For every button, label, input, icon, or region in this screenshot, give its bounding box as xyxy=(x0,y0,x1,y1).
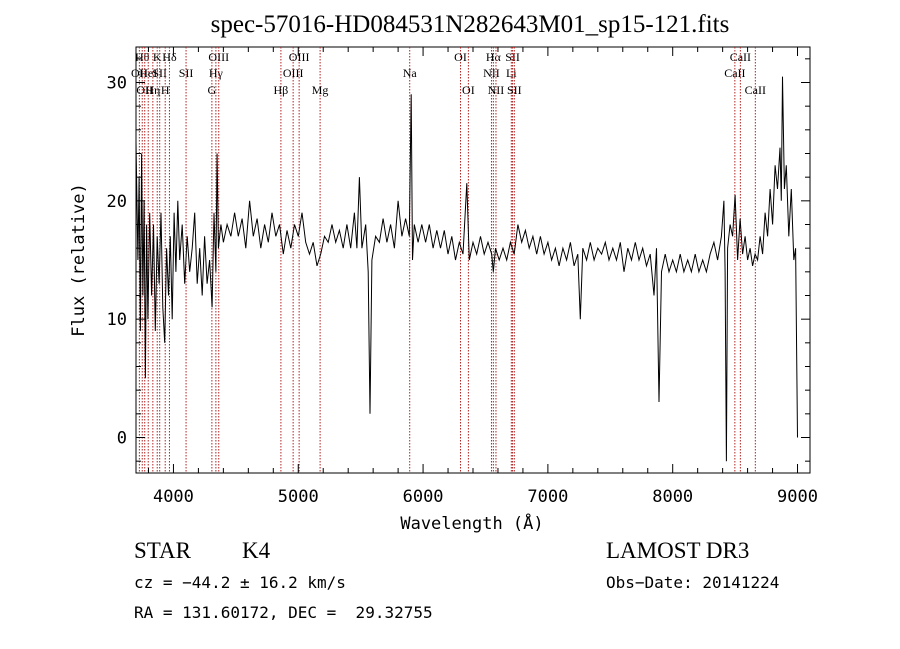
line-marker-label: OII xyxy=(136,83,153,97)
line-marker-label: Hθ xyxy=(135,50,150,64)
line-marker-label: OIII xyxy=(283,66,304,80)
x-axis-label: Wavelength (Å) xyxy=(400,512,543,534)
coordinates: RA = 131.60172, DEC = 29.32755 xyxy=(134,603,433,622)
survey-label: LAMOST DR3 xyxy=(606,538,750,563)
line-marker-label: Li xyxy=(506,66,517,80)
line-markers: HθOIIOIIHeIHηKSIIHHδSIIGHγOIIIHβOIIIOIII… xyxy=(131,47,766,473)
line-marker-label: CaII xyxy=(745,83,766,97)
line-marker-label: SII xyxy=(505,50,520,64)
line-marker-label: OI xyxy=(454,50,467,64)
line-marker-label: OIII xyxy=(208,50,229,64)
flux-series-line xyxy=(135,76,798,462)
line-marker-label: K xyxy=(153,50,162,64)
line-marker-label: G xyxy=(208,83,217,97)
line-marker-label: OIII xyxy=(289,50,310,64)
line-marker-label: Hγ xyxy=(209,66,224,80)
line-marker-label: OI xyxy=(462,83,475,97)
y-tick-label: 30 xyxy=(107,74,127,94)
chart-title: spec-57016-HD084531N282643M01_sp15-121.f… xyxy=(211,11,730,38)
line-marker-label: CaII xyxy=(730,50,751,64)
x-tick-label: 9000 xyxy=(777,487,818,507)
line-marker-label: NII xyxy=(483,66,500,80)
line-marker-label: NII xyxy=(488,83,505,97)
y-axis-label: Flux (relative) xyxy=(69,183,89,337)
line-marker-label: H xyxy=(161,83,170,97)
line-marker-label: SII xyxy=(179,66,194,80)
x-axis-ticks: 4000 5000 6000 7000 8000 9000 xyxy=(147,47,818,507)
line-marker-label: CaII xyxy=(724,66,745,80)
line-marker-label: OII xyxy=(131,66,148,80)
observation-date: Obs−Date: 20141224 xyxy=(606,573,780,592)
x-tick-label: 7000 xyxy=(527,487,568,507)
y-tick-label: 10 xyxy=(107,310,127,330)
line-marker-label: Hη xyxy=(145,83,160,97)
line-marker-label: Hδ xyxy=(162,50,177,64)
line-marker-label: Hβ xyxy=(274,83,289,97)
y-tick-label: 20 xyxy=(107,192,127,212)
y-tick-label: 0 xyxy=(117,429,127,449)
line-marker-label: SII xyxy=(507,83,522,97)
line-marker-label: SII xyxy=(152,66,167,80)
line-marker-label: Hα xyxy=(486,50,502,64)
redshift-value: cz = −44.2 ± 16.2 km/s xyxy=(134,573,346,592)
x-tick-label: 4000 xyxy=(153,487,194,507)
line-marker-label: Mg xyxy=(312,83,329,97)
line-marker-label: Na xyxy=(403,66,418,80)
x-tick-label: 5000 xyxy=(278,487,319,507)
x-tick-label: 8000 xyxy=(652,487,693,507)
object-class: STAR xyxy=(134,538,191,563)
y-axis-ticks: 0 10 20 30 xyxy=(107,58,810,462)
x-tick-label: 6000 xyxy=(403,487,444,507)
object-subclass: K4 xyxy=(242,538,271,563)
